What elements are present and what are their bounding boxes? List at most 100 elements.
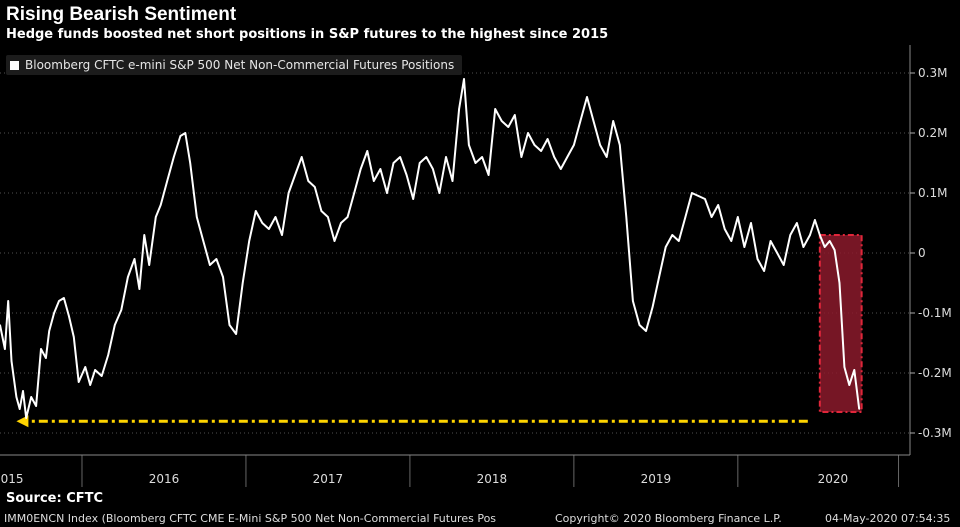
data-point bbox=[189, 162, 191, 164]
data-point bbox=[346, 216, 349, 218]
data-point bbox=[802, 246, 805, 248]
data-point bbox=[159, 204, 162, 206]
data-point bbox=[520, 156, 523, 158]
data-point bbox=[560, 168, 562, 170]
data-point bbox=[53, 312, 55, 314]
data-point bbox=[412, 198, 415, 200]
data-point bbox=[133, 258, 136, 260]
x-tick-label: 2018 bbox=[477, 472, 508, 486]
data-point bbox=[814, 219, 816, 221]
x-tick-label: 2015 bbox=[0, 472, 23, 486]
timestamp-text: 04-May-2020 07:54:35 bbox=[825, 512, 951, 525]
data-point bbox=[833, 249, 836, 251]
highlight-layer bbox=[818, 234, 863, 413]
y-tick-label: 0.1M bbox=[918, 186, 947, 200]
data-point bbox=[294, 174, 296, 176]
data-point bbox=[235, 333, 237, 335]
data-point bbox=[179, 135, 182, 137]
data-point bbox=[268, 228, 270, 230]
data-point bbox=[287, 192, 290, 194]
data-point bbox=[48, 330, 50, 332]
data-point bbox=[458, 108, 460, 110]
data-point bbox=[684, 216, 687, 218]
year-dividers bbox=[81, 455, 900, 487]
data-point bbox=[392, 162, 395, 164]
data-point bbox=[487, 174, 490, 176]
data-point bbox=[228, 324, 231, 326]
data-point bbox=[843, 366, 846, 368]
data-point bbox=[222, 276, 224, 278]
data-point bbox=[30, 396, 32, 398]
data-point bbox=[664, 246, 667, 248]
y-axis: 0.3M 0.2M 0.1M 0 -0.1M -0.2M -0.3M bbox=[909, 45, 952, 455]
data-point bbox=[58, 300, 60, 302]
data-point bbox=[35, 405, 37, 407]
data-point bbox=[782, 264, 785, 266]
data-point bbox=[514, 114, 516, 116]
data-point bbox=[0, 324, 1, 326]
data-point bbox=[68, 315, 70, 317]
data-point bbox=[300, 156, 303, 158]
data-point bbox=[848, 384, 851, 386]
data-point bbox=[261, 222, 264, 224]
data-point bbox=[533, 144, 536, 146]
data-point bbox=[184, 132, 187, 134]
data-point bbox=[89, 384, 91, 386]
data-point bbox=[320, 210, 323, 212]
data-point bbox=[737, 216, 739, 218]
data-point bbox=[166, 180, 168, 182]
data-point bbox=[605, 156, 608, 158]
data-point bbox=[697, 195, 700, 197]
data-point bbox=[399, 156, 401, 158]
data-point bbox=[202, 240, 205, 242]
data-point bbox=[143, 234, 146, 236]
data-point bbox=[838, 282, 841, 284]
data-point bbox=[507, 126, 510, 128]
data-point bbox=[63, 297, 65, 299]
y-tick-label: 0.2M bbox=[918, 126, 947, 140]
data-point bbox=[107, 354, 109, 356]
highlight-box bbox=[818, 234, 863, 413]
data-point bbox=[632, 300, 634, 302]
data-point bbox=[809, 234, 811, 236]
data-point bbox=[819, 234, 821, 236]
index-description: IMM0ENCN Index (Bloomberg CFTC CME E-Min… bbox=[4, 512, 497, 525]
data-point bbox=[405, 174, 408, 176]
data-point bbox=[379, 168, 382, 170]
data-point bbox=[127, 276, 129, 278]
data-point bbox=[691, 192, 693, 194]
data-point bbox=[625, 216, 628, 218]
chart-legend: Bloomberg CFTC e-mini S&P 500 Net Non-Co… bbox=[6, 55, 463, 75]
data-point bbox=[474, 162, 477, 164]
data-point bbox=[481, 156, 483, 158]
data-point bbox=[671, 234, 674, 236]
data-point bbox=[717, 204, 719, 206]
data-point bbox=[769, 240, 772, 242]
data-point bbox=[274, 216, 277, 218]
data-point bbox=[438, 192, 441, 194]
data-point bbox=[546, 138, 549, 140]
data-point bbox=[619, 144, 621, 146]
data-point bbox=[248, 240, 250, 242]
source-note: Source: CFTC bbox=[6, 491, 104, 506]
x-tick-label: 2020 bbox=[818, 472, 849, 486]
data-point bbox=[418, 162, 421, 164]
data-point bbox=[114, 324, 116, 326]
x-tick-label: 2016 bbox=[149, 472, 180, 486]
data-point bbox=[138, 288, 141, 290]
data-point bbox=[853, 369, 856, 371]
data-point bbox=[100, 375, 103, 377]
data-point bbox=[45, 357, 47, 359]
y-tick-label: -0.2M bbox=[918, 366, 952, 380]
series-line bbox=[0, 78, 861, 419]
data-point bbox=[638, 324, 641, 326]
y-tick-label: 0.3M bbox=[918, 66, 947, 80]
data-point bbox=[573, 144, 575, 146]
data-point bbox=[255, 210, 257, 212]
data-point bbox=[15, 396, 18, 398]
data-point bbox=[73, 336, 75, 338]
data-point bbox=[743, 246, 746, 248]
copyright-text: Copyright© 2020 Bloomberg Finance L.P. bbox=[555, 512, 782, 525]
data-point bbox=[340, 222, 342, 224]
